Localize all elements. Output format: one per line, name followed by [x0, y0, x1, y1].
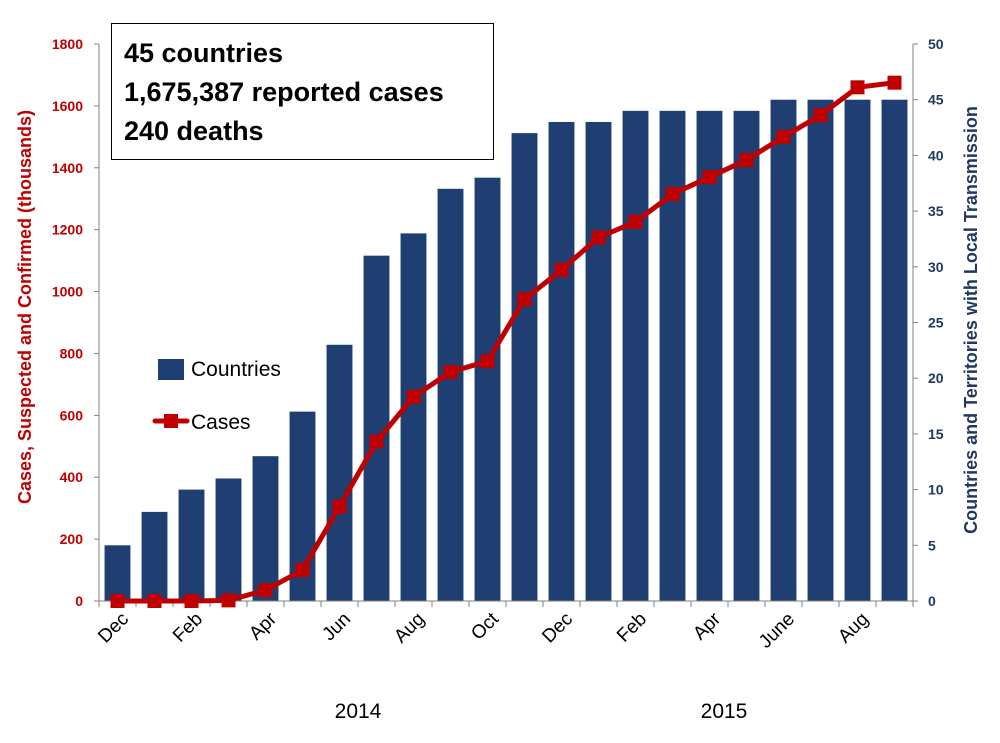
cases-point-10 — [480, 354, 495, 369]
y-left-tick-label-0: 0 — [75, 593, 83, 609]
legend-label-cases: Cases — [191, 411, 251, 434]
x-tick-label-6: Dec — [538, 609, 577, 648]
bar-countries-14 — [622, 110, 649, 601]
cases-point-17 — [739, 153, 754, 168]
y-left-tick-label-2: 400 — [60, 469, 84, 485]
x-tick-label-4: Aug — [390, 609, 429, 648]
bar-countries-13 — [585, 121, 612, 601]
bar-countries-6 — [326, 344, 353, 601]
y-right-tick-label-5: 25 — [928, 315, 944, 331]
y-left-tick-label-1: 200 — [60, 531, 84, 547]
cases-line — [115, 80, 897, 604]
legend-label-countries: Countries — [191, 358, 281, 381]
cases-point-18 — [776, 129, 791, 144]
x-tick-label-8: Apr — [689, 608, 725, 644]
bar-countries-18 — [770, 99, 797, 601]
y-left-tick-label-6: 1200 — [52, 222, 83, 238]
bar-countries-10 — [474, 177, 501, 601]
cases-point-16 — [702, 170, 717, 185]
x-tick-label-7: Feb — [613, 609, 651, 647]
y-left-tick-label-4: 800 — [60, 345, 84, 361]
y-right-tick-label-0: 0 — [928, 593, 936, 609]
cases-point-3 — [221, 593, 236, 608]
bar-countries-17 — [733, 110, 760, 601]
x-tick-label-9: June — [755, 609, 799, 653]
cases-point-6 — [332, 499, 347, 514]
y-right-tick-label-4: 20 — [928, 370, 944, 386]
cases-point-14 — [628, 214, 643, 229]
x-tick-label-10: Aug — [834, 609, 873, 648]
cases-point-15 — [665, 187, 680, 202]
cases-point-1 — [147, 594, 162, 608]
y-right-tick-label-1: 5 — [928, 537, 936, 553]
legend-swatch-countries — [158, 359, 184, 380]
cases-point-13 — [591, 230, 606, 245]
y-left-tick-label-8: 1600 — [52, 98, 83, 114]
cases-point-21 — [887, 75, 902, 90]
bar-countries-0 — [104, 545, 131, 601]
y-left-tick-label-7: 1400 — [52, 160, 83, 176]
cases-point-5 — [295, 563, 310, 578]
bar-countries-8 — [400, 233, 427, 601]
cases-point-8 — [406, 389, 421, 404]
year-label-2015: 2015 — [701, 700, 748, 723]
x-tick-label-5: Oct — [467, 608, 503, 644]
bar-countries-19 — [807, 99, 834, 601]
cases-point-0 — [110, 594, 125, 608]
y-right-tick-label-8: 40 — [928, 147, 944, 163]
bar-countries-3 — [215, 478, 242, 601]
bar-countries-11 — [511, 133, 538, 601]
y-right-tick-label-3: 15 — [928, 426, 944, 442]
legend: Countries Cases — [152, 358, 281, 434]
cases-point-9 — [443, 365, 458, 380]
y-left-tick-label-3: 600 — [60, 407, 84, 423]
bar-countries-9 — [437, 188, 464, 601]
y-left-tick-label-5: 1000 — [52, 284, 83, 300]
annotation-box: 45 countries 1,675,387 reported cases 24… — [111, 23, 494, 160]
cases-point-7 — [369, 434, 384, 449]
bar-countries-4 — [252, 456, 279, 601]
bar-countries-20 — [844, 99, 871, 601]
y-left-tick-label-9: 1800 — [52, 36, 83, 52]
cases-point-20 — [850, 80, 865, 95]
year-label-2014: 2014 — [335, 700, 382, 723]
bar-series-countries — [104, 99, 908, 601]
x-tick-label-1: Feb — [169, 609, 207, 647]
legend-swatch-cases-marker — [164, 414, 178, 428]
cases-point-12 — [554, 262, 569, 277]
cases-point-4 — [258, 583, 273, 598]
cases-point-2 — [184, 594, 199, 608]
annotation-deaths: 240 deaths — [124, 116, 264, 146]
y-right-tick-label-7: 35 — [928, 203, 944, 219]
x-tick-label-2: Apr — [245, 608, 281, 644]
bar-countries-15 — [659, 110, 686, 601]
bar-countries-12 — [548, 121, 575, 601]
y-right-tick-label-9: 45 — [928, 92, 944, 108]
x-tick-label-3: Jun — [319, 609, 356, 646]
y-right-tick-label-2: 10 — [928, 482, 944, 498]
annotation-countries: 45 countries — [124, 38, 284, 68]
y-right-tick-label-10: 50 — [928, 36, 944, 52]
y-right-tick-label-6: 30 — [928, 259, 944, 275]
line-series-cases — [110, 75, 902, 608]
y-axis-left-label: Cases, Suspected and Confirmed (thousand… — [15, 110, 35, 504]
annotation-cases: 1,675,387 reported cases — [124, 77, 444, 107]
bar-countries-1 — [141, 511, 168, 601]
cases-point-11 — [517, 292, 532, 307]
cases-point-19 — [813, 108, 828, 123]
bar-countries-2 — [178, 489, 205, 601]
bar-countries-16 — [696, 110, 723, 601]
bar-countries-21 — [881, 99, 908, 601]
y-axis-right-label: Countries and Territories with Local Tra… — [961, 106, 981, 534]
x-tick-label-0: Dec — [94, 609, 133, 648]
